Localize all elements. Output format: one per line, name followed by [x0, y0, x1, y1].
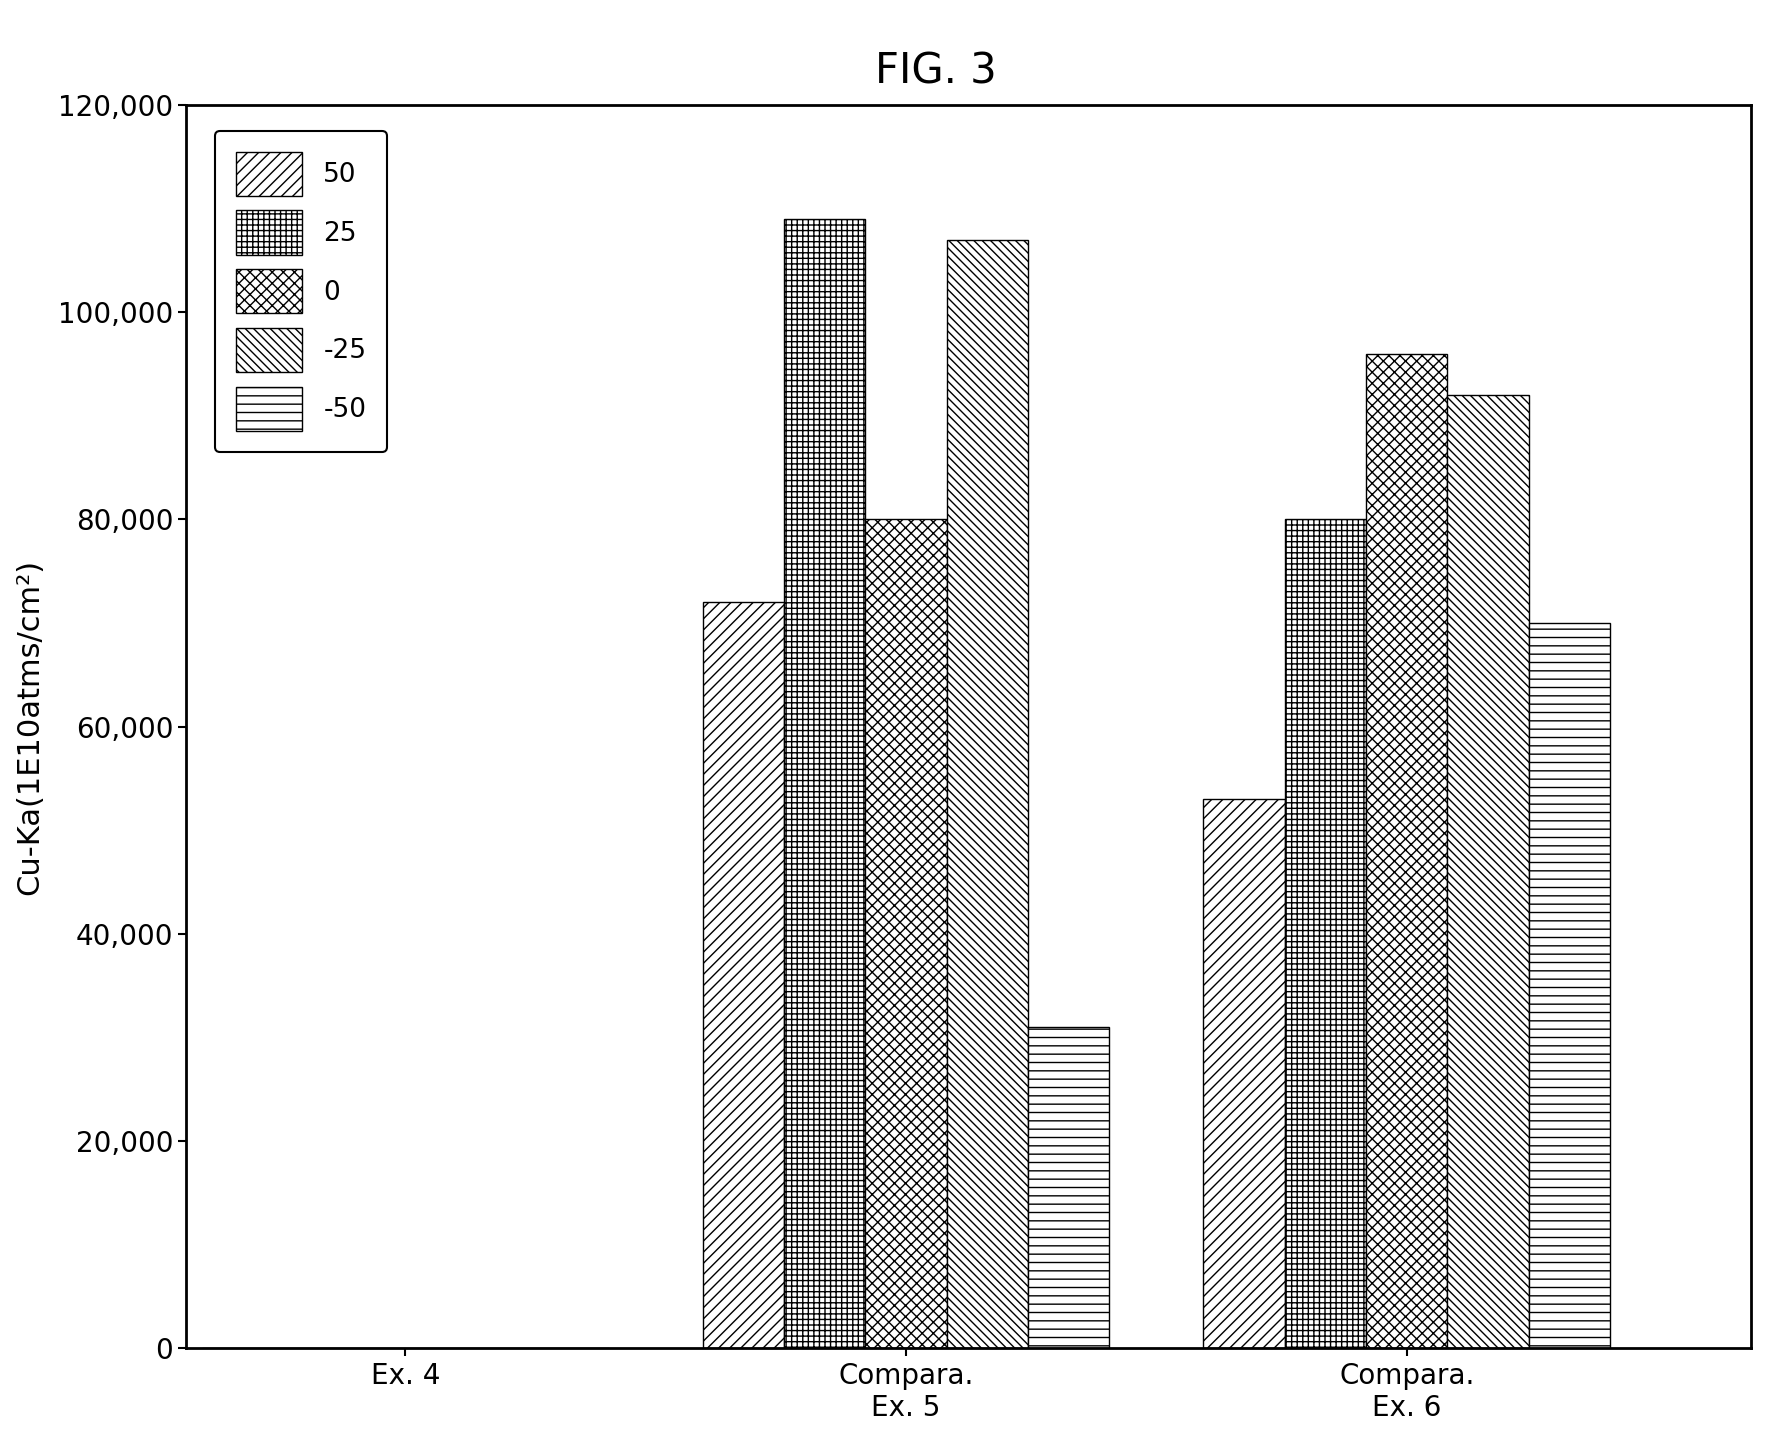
Bar [703, 602, 784, 1348]
Text: FIG. 3: FIG. 3 [876, 50, 996, 92]
Bar [1203, 799, 1284, 1348]
Bar [947, 240, 1028, 1348]
Bar [1448, 395, 1529, 1348]
Bar [865, 520, 947, 1348]
Y-axis label: Cu-Ka(1E10atms/cm²): Cu-Ka(1E10atms/cm²) [14, 559, 44, 895]
Legend: 50, 25, 0, -25, -50: 50, 25, 0, -25, -50 [215, 131, 387, 453]
Bar [784, 218, 865, 1348]
Bar [1367, 354, 1448, 1348]
Bar [1529, 624, 1611, 1348]
Bar [1028, 1027, 1109, 1348]
Bar [1284, 520, 1367, 1348]
